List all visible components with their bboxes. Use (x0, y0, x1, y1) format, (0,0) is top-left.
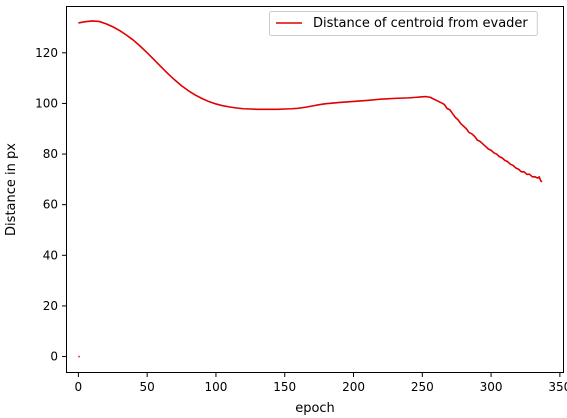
legend: Distance of centroid from evader (269, 11, 538, 36)
x-tick-label: 50 (140, 380, 155, 394)
y-tick-label: 120 (35, 46, 58, 60)
series-0-segment-1-line (78, 20, 543, 183)
x-tick-label: 100 (204, 380, 227, 394)
x-tick-label: 0 (75, 380, 83, 394)
y-tick-label: 20 (43, 299, 58, 313)
series-layer (78, 20, 543, 358)
x-tick-label: 200 (342, 380, 365, 394)
x-tick-label: 150 (273, 380, 296, 394)
x-tick-label: 300 (480, 380, 503, 394)
x-axis: 0 50 100 150 200 250 300 350 (75, 373, 567, 394)
plot-frame (66, 6, 564, 373)
x-axis-label: epoch (295, 401, 335, 416)
y-axis: 0 20 40 60 80 100 120 (35, 46, 66, 364)
legend-box (269, 11, 538, 36)
plot-area (66, 6, 564, 373)
legend-entry-label: Distance of centroid from evader (313, 16, 528, 31)
y-tick-label: 40 (43, 248, 58, 262)
y-tick-label: 60 (43, 198, 58, 212)
y-tick-label: 80 (43, 147, 58, 161)
y-tick-label: 0 (50, 350, 58, 364)
y-tick-label: 100 (35, 96, 58, 110)
x-tick-label: 350 (548, 380, 567, 394)
x-tick-label: 250 (411, 380, 434, 394)
y-axis-label: Distance in px (4, 143, 19, 236)
